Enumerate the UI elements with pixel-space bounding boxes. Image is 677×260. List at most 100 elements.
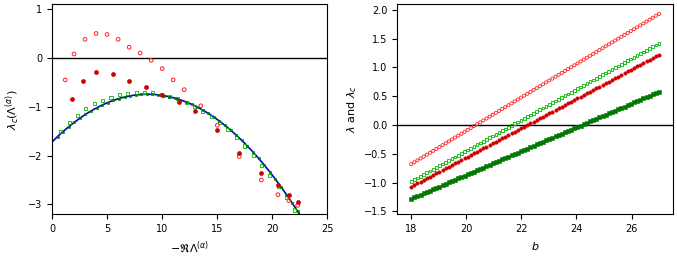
Point [616, 106, 627, 110]
Point [538, 82, 548, 86]
Point [541, 113, 552, 117]
Point [478, 146, 489, 150]
Point [550, 75, 561, 79]
Point [468, 144, 479, 148]
Point [422, 190, 433, 194]
Point [632, 25, 642, 29]
Point [544, 111, 554, 115]
Point [588, 88, 598, 92]
Point [292, 200, 303, 204]
Point [494, 138, 504, 142]
X-axis label: $b$: $b$ [531, 239, 540, 251]
Point [475, 167, 485, 171]
Point [481, 164, 492, 168]
Point [547, 136, 558, 140]
Point [619, 61, 630, 65]
Point [85, 109, 96, 113]
Point [503, 133, 514, 137]
Point [651, 14, 661, 18]
Point [292, 209, 303, 213]
Point [64, 121, 74, 125]
Point [281, 196, 292, 200]
Point [412, 194, 423, 198]
Point [553, 133, 564, 137]
Point [206, 114, 217, 119]
Point [409, 178, 420, 182]
Point [428, 167, 439, 171]
Point [556, 95, 567, 100]
Point [563, 101, 573, 105]
Point [97, 98, 108, 102]
Point [519, 125, 529, 129]
Point [428, 187, 439, 191]
Point [443, 165, 454, 169]
Point [189, 104, 200, 108]
Point [635, 23, 646, 28]
Point [575, 94, 586, 99]
Point [509, 152, 520, 156]
Point [500, 134, 510, 139]
Point [89, 102, 100, 106]
Point [472, 122, 483, 126]
Point [140, 85, 151, 89]
Point [534, 141, 545, 145]
Point [292, 203, 303, 207]
Point [141, 92, 152, 96]
Point [270, 177, 281, 181]
Point [622, 31, 633, 35]
Point [459, 150, 470, 154]
Point [556, 71, 567, 75]
Point [66, 97, 77, 101]
Point [651, 43, 661, 47]
Point [531, 118, 542, 122]
Point [68, 52, 79, 56]
Point [528, 88, 539, 92]
Point [69, 120, 80, 125]
Point [131, 90, 141, 94]
Point [566, 65, 577, 69]
Point [431, 165, 441, 170]
Point [139, 90, 150, 94]
Point [468, 124, 479, 128]
Point [484, 115, 495, 119]
Point [490, 139, 501, 144]
Point [484, 143, 495, 147]
Point [63, 125, 74, 129]
Point [559, 103, 570, 107]
Point [610, 76, 621, 80]
Point [450, 135, 460, 140]
Point [509, 122, 520, 126]
Point [409, 183, 420, 187]
Point [481, 145, 492, 149]
Point [108, 98, 118, 102]
Point [509, 129, 520, 134]
Point [465, 126, 476, 130]
Point [256, 163, 267, 167]
Point [424, 188, 435, 193]
Point [651, 54, 661, 58]
Point [591, 76, 602, 80]
Point [607, 40, 617, 44]
Point [418, 191, 429, 195]
Point [553, 106, 564, 110]
Point [453, 159, 464, 164]
Point [600, 81, 611, 85]
Point [500, 105, 510, 109]
Point [456, 132, 466, 136]
Point [406, 185, 416, 189]
Point [528, 144, 539, 148]
Point [600, 71, 611, 75]
Point [248, 153, 259, 157]
Point [181, 100, 192, 104]
Point [638, 50, 649, 54]
Point [512, 120, 523, 124]
Point [619, 105, 630, 109]
Point [497, 107, 508, 111]
Point [522, 115, 533, 119]
Point [654, 12, 665, 16]
Point [119, 95, 130, 99]
Point [256, 171, 267, 175]
Point [512, 151, 523, 155]
Point [253, 156, 264, 160]
Point [572, 87, 583, 91]
